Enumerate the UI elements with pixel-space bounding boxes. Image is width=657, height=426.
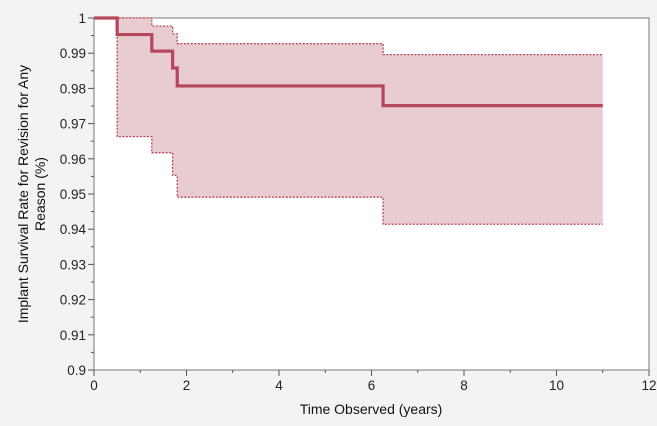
confidence-band-layer	[94, 18, 603, 225]
x-tick-label: 2	[183, 378, 191, 393]
y-tick-label: 0.9	[67, 363, 86, 378]
lower-bound-line	[94, 17, 603, 225]
y-axis-title-line-1: Implant Survival Rate for Revision for A…	[15, 65, 31, 323]
y-tick-label: 0.98	[60, 81, 86, 96]
survival-line	[94, 16, 603, 108]
y-tick-label: 0.97	[60, 117, 86, 132]
x-tick-label: 8	[460, 378, 468, 393]
y-tick-label: 1	[78, 11, 86, 26]
x-tick-label: 12	[641, 378, 656, 393]
confidence-bound-layer	[94, 17, 603, 225]
x-axis: 0 2 4 6 8 10 12	[90, 370, 657, 393]
x-axis-title: Time Observed (years)	[300, 401, 443, 417]
y-tick-label: 0.96	[60, 152, 86, 167]
x-tick-label: 4	[275, 378, 283, 393]
y-tick-label: 0.95	[60, 187, 86, 202]
x-tick-label: 6	[368, 378, 376, 393]
y-tick-label: 0.92	[60, 293, 86, 308]
y-axis-title-line-2: Reason (%)	[32, 157, 48, 231]
confidence-band	[94, 18, 603, 225]
upper-bound-line	[94, 17, 603, 56]
y-axis-title: Implant Survival Rate for Revision for A…	[15, 65, 48, 323]
y-tick-label: 0.94	[60, 222, 87, 237]
x-tick-label: 0	[90, 378, 98, 393]
survival-line-layer	[94, 16, 603, 108]
y-tick-label: 0.99	[60, 46, 86, 61]
y-tick-label: 0.91	[60, 328, 86, 343]
y-tick-label: 0.93	[60, 257, 86, 272]
x-tick-label: 10	[549, 378, 564, 393]
y-axis: 0.9 0.91 0.92 0.93 0.94 0.95 0.96 0.97 0.98 0.99 1	[60, 11, 94, 378]
